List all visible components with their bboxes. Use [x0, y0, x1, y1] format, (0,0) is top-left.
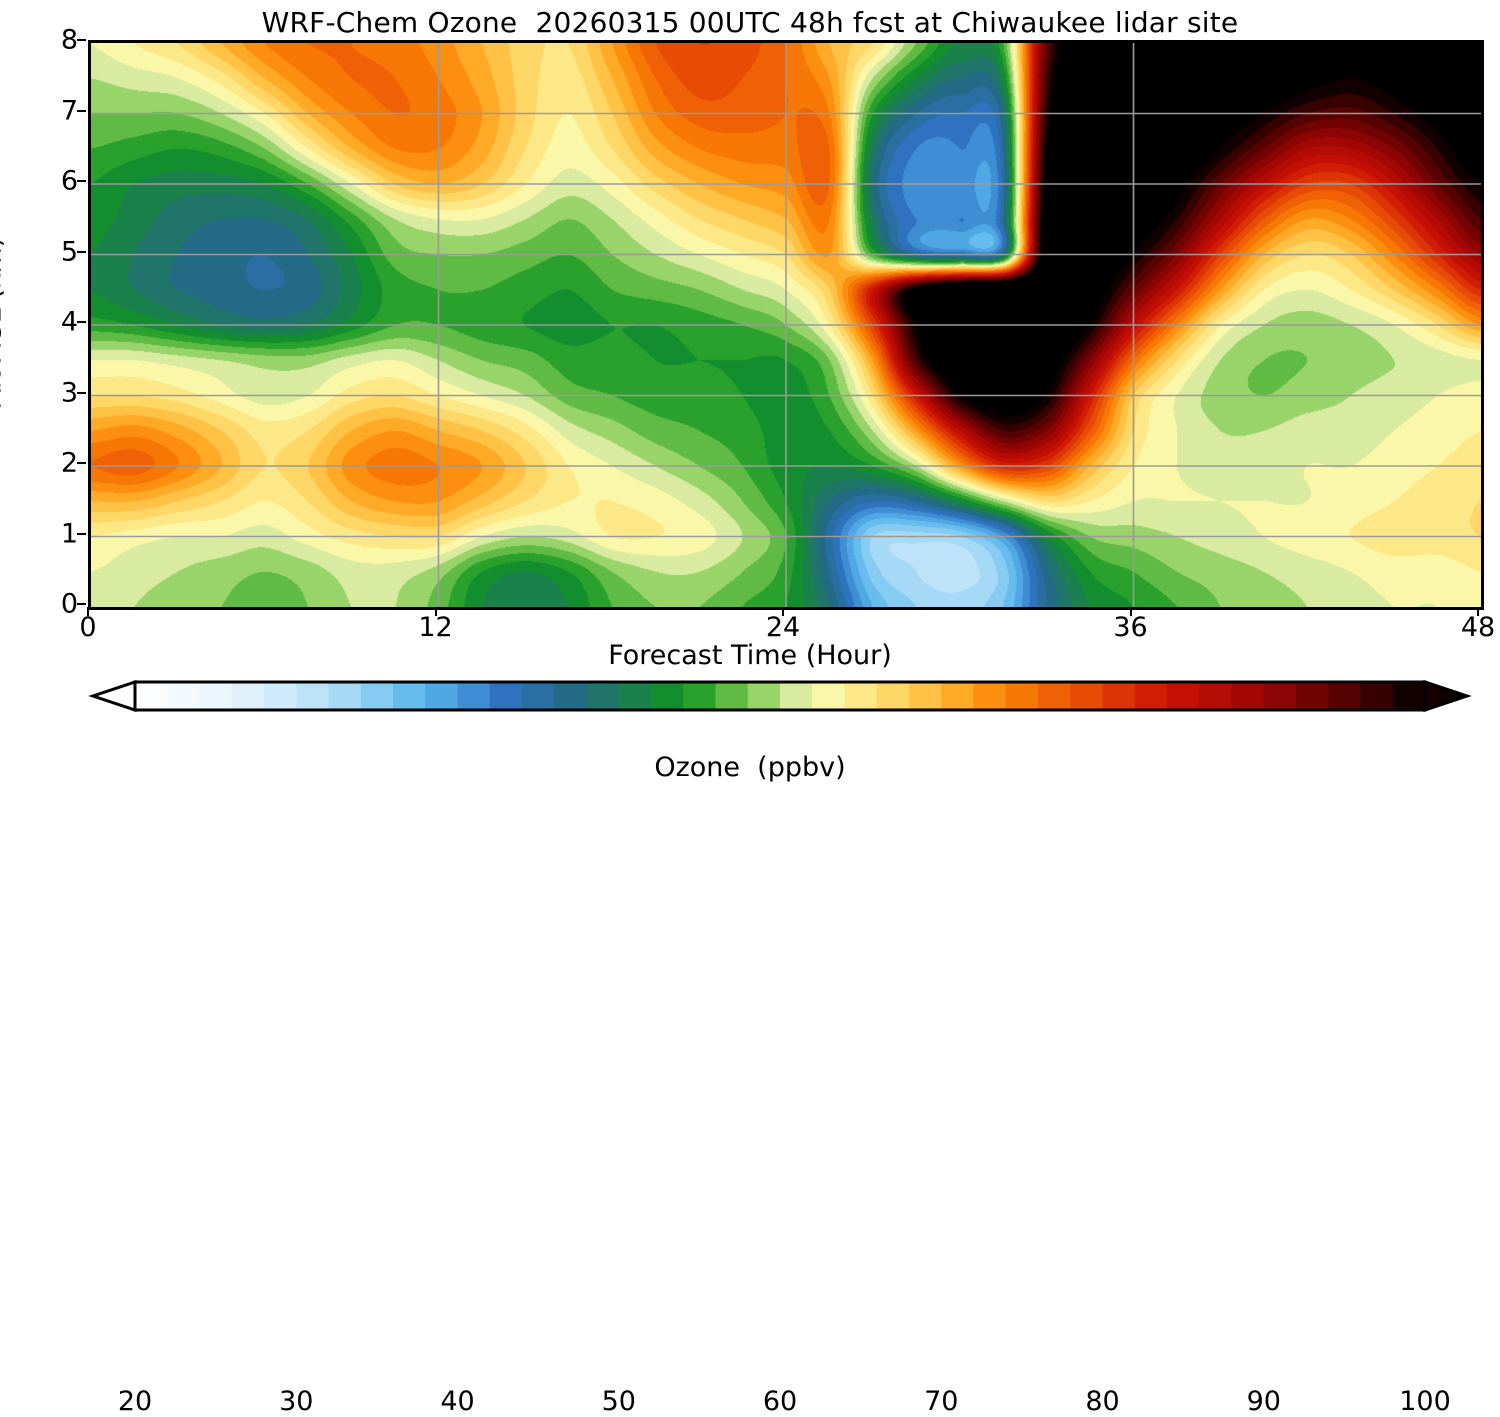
colorbar-tick-20: 20 [117, 1386, 153, 1417]
y-tick-mark-5 [77, 250, 86, 253]
y-axis-label: Alt AGL (km) [0, 236, 8, 408]
colorbar-tick-100: 100 [1399, 1386, 1451, 1417]
colorbar-tick-50: 50 [601, 1386, 636, 1417]
y-tick-mark-2 [77, 462, 86, 464]
colorbar-tick-70: 70 [924, 1386, 959, 1417]
x-tick-label-12: 12 [418, 612, 453, 643]
y-tick-mark-7 [77, 109, 86, 112]
y-tick-mark-3 [77, 391, 86, 394]
y-tick-mark-6 [77, 180, 86, 182]
x-tick-mark-48 [1477, 607, 1479, 616]
colorbar-gradient [88, 679, 1472, 713]
x-tick-mark-0 [87, 607, 89, 616]
x-tick-label-48: 48 [1460, 612, 1496, 643]
y-tick-label-3: 3 [60, 377, 78, 408]
y-tick-label-4: 4 [60, 306, 78, 338]
y-tick-label-8: 8 [60, 24, 78, 56]
colorbar-tick-30: 30 [279, 1386, 314, 1417]
y-tick-label-1: 1 [60, 518, 78, 549]
colorbar-tick-40: 40 [440, 1386, 475, 1417]
figure-title: WRF-Chem Ozone 20260315 00UTC 48h fcst a… [261, 6, 1239, 39]
colorbar-tick-90: 90 [1246, 1386, 1281, 1417]
plot-gridlines [91, 43, 1481, 607]
x-tick-label-0: 0 [79, 612, 97, 643]
figure-root: WRF-Chem Ozone 20260315 00UTC 48h fcst a… [0, 6, 1496, 1417]
x-axis-label: Forecast Time (Hour) [608, 640, 892, 671]
y-tick-label-2: 2 [60, 447, 78, 479]
y-tick-label-7: 7 [60, 95, 78, 126]
contour-plot-area[interactable] [88, 40, 1484, 610]
colorbar-label: Ozone (ppbv) [654, 752, 846, 783]
x-tick-label-36: 36 [1113, 612, 1148, 643]
x-tick-mark-24 [782, 607, 784, 616]
x-tick-mark-36 [1129, 607, 1132, 616]
y-tick-mark-1 [77, 532, 86, 535]
x-tick-mark-12 [434, 607, 437, 616]
y-tick-mark-4 [77, 321, 86, 323]
y-tick-mark-8 [77, 39, 86, 41]
y-tick-label-6: 6 [60, 165, 78, 197]
colorbar-tick-80: 80 [1085, 1386, 1120, 1417]
colorbar-tick-60: 60 [762, 1386, 798, 1417]
y-tick-label-0: 0 [60, 588, 78, 620]
y-tick-label-5: 5 [60, 236, 78, 267]
x-tick-label-24: 24 [765, 612, 801, 643]
y-tick-mark-0 [77, 603, 86, 605]
